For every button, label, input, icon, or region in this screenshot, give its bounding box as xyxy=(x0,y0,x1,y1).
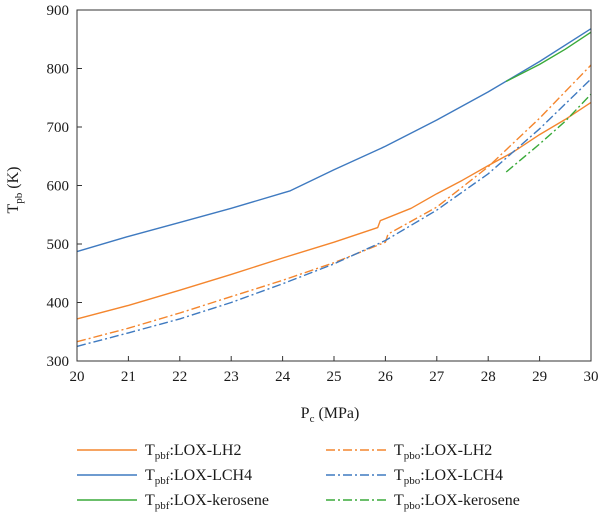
legend-label-rest: :LOX-kerosene xyxy=(169,492,269,509)
y-axis-label-rest: (K) xyxy=(5,167,22,193)
x-tick-label: 23 xyxy=(224,369,239,385)
plot-frame xyxy=(76,9,592,362)
legend-label-4: Tpbo:LOX-LCH4 xyxy=(394,467,503,487)
series-line-1 xyxy=(76,28,592,253)
legend-label-sub: pbo xyxy=(404,475,421,487)
series-line-3 xyxy=(76,64,592,343)
x-axis-label-rest: (MPa) xyxy=(314,405,359,422)
x-axis-label-sub: c xyxy=(310,413,315,425)
legend-label-main: T xyxy=(394,442,404,459)
legend-label-sub: pbo xyxy=(404,450,421,462)
legend-label-rest: :LOX-LCH4 xyxy=(169,467,252,484)
x-tick-label: 24 xyxy=(275,369,291,385)
y-tick-label: 900 xyxy=(47,3,70,19)
series-line-2 xyxy=(505,31,592,83)
series-line-0 xyxy=(76,101,592,320)
y-tick-label: 600 xyxy=(47,179,70,195)
y-tick-label: 500 xyxy=(47,237,70,253)
y-tick-label: 800 xyxy=(47,62,70,78)
legend-label-2: Tpbf:LOX-kerosene xyxy=(145,492,269,512)
legend-label-sub: pbf xyxy=(155,450,170,462)
y-axis-label-main: T xyxy=(5,204,22,214)
legend-label-sub: pbo xyxy=(404,500,421,512)
legend-label-rest: :LOX-LH2 xyxy=(169,442,241,459)
y-tick-label: 700 xyxy=(47,120,70,136)
legend-label-sub: pbf xyxy=(155,475,170,487)
x-tick-label: 28 xyxy=(481,369,496,385)
series-line-5 xyxy=(505,93,592,173)
y-tick-label: 300 xyxy=(47,354,70,370)
x-axis-label-main: P xyxy=(301,405,310,422)
legend: Tpbf:LOX-LH2Tpbf:LOX-LCH4Tpbf:LOX-kerose… xyxy=(77,442,520,512)
legend-label-main: T xyxy=(145,442,155,459)
x-tick-label: 21 xyxy=(121,369,136,385)
legend-label-main: T xyxy=(394,467,404,484)
y-axis-label: Tpb (K) xyxy=(5,167,25,214)
x-axis-label: Pc (MPa) xyxy=(301,405,360,425)
x-tick-label: 27 xyxy=(429,369,445,385)
x-tick-label: 30 xyxy=(584,369,599,385)
x-tick-label: 22 xyxy=(172,369,187,385)
legend-label-rest: :LOX-kerosene xyxy=(420,492,520,509)
legend-label-0: Tpbf:LOX-LH2 xyxy=(145,442,241,462)
x-axis-ticks: 20 21 22 23 24 25 26 27 28 29 30 xyxy=(70,356,599,385)
legend-label-1: Tpbf:LOX-LCH4 xyxy=(145,467,252,487)
legend-label-main: T xyxy=(145,467,155,484)
legend-label-rest: :LOX-LCH4 xyxy=(420,467,503,484)
x-tick-label: 20 xyxy=(70,369,85,385)
x-tick-label: 25 xyxy=(327,369,342,385)
x-tick-label: 29 xyxy=(532,369,547,385)
x-tick-label: 26 xyxy=(378,369,394,385)
legend-label-main: T xyxy=(145,492,155,509)
y-tick-label: 400 xyxy=(47,296,70,312)
y-axis-ticks: 300 400 500 600 700 800 900 xyxy=(47,3,82,370)
y-axis-label-sub: pb xyxy=(13,192,25,204)
plot-lines xyxy=(76,28,592,348)
legend-label-5: Tpbo:LOX-kerosene xyxy=(394,492,520,512)
legend-label-rest: :LOX-LH2 xyxy=(420,442,492,459)
legend-label-3: Tpbo:LOX-LH2 xyxy=(394,442,492,462)
legend-label-main: T xyxy=(394,492,404,509)
legend-label-sub: pbf xyxy=(155,500,170,512)
series-line-4 xyxy=(76,78,592,348)
